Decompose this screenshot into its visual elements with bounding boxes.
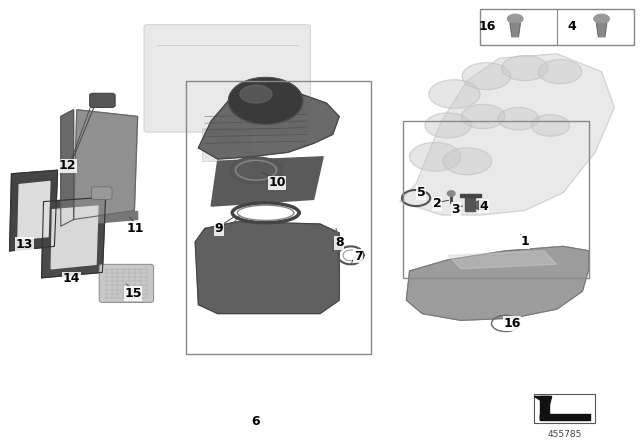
Polygon shape <box>410 142 461 171</box>
Polygon shape <box>211 157 323 206</box>
Text: 1: 1 <box>520 235 529 249</box>
Polygon shape <box>425 113 471 138</box>
Text: 3: 3 <box>451 202 460 216</box>
FancyBboxPatch shape <box>90 93 115 108</box>
Bar <box>202 128 250 161</box>
Polygon shape <box>508 14 523 23</box>
Text: 7: 7 <box>354 250 363 263</box>
Polygon shape <box>10 170 58 251</box>
Polygon shape <box>460 194 481 197</box>
Text: 10: 10 <box>268 176 286 190</box>
Polygon shape <box>596 23 607 37</box>
Text: 16: 16 <box>503 317 521 330</box>
Polygon shape <box>61 110 74 226</box>
Polygon shape <box>502 56 548 81</box>
Polygon shape <box>429 80 480 108</box>
Polygon shape <box>42 197 106 278</box>
Text: 4: 4 <box>479 199 488 213</box>
Polygon shape <box>51 206 98 269</box>
Bar <box>186 81 371 354</box>
Polygon shape <box>538 60 582 84</box>
Polygon shape <box>406 246 589 320</box>
Text: 14: 14 <box>63 272 81 285</box>
Polygon shape <box>540 396 549 420</box>
Polygon shape <box>406 246 589 320</box>
Polygon shape <box>198 90 339 159</box>
Text: 8: 8 <box>335 236 344 250</box>
Polygon shape <box>498 108 539 130</box>
Polygon shape <box>534 396 552 405</box>
FancyBboxPatch shape <box>92 187 112 199</box>
Polygon shape <box>18 181 50 240</box>
FancyBboxPatch shape <box>144 25 310 132</box>
Polygon shape <box>462 63 511 90</box>
Polygon shape <box>400 54 614 215</box>
Bar <box>534 394 595 423</box>
Text: 12: 12 <box>58 159 76 172</box>
Text: 15: 15 <box>124 287 142 300</box>
Polygon shape <box>240 85 272 103</box>
Text: 16: 16 <box>479 20 497 34</box>
Polygon shape <box>594 14 609 23</box>
Text: 5: 5 <box>417 186 426 199</box>
Polygon shape <box>461 104 505 129</box>
Polygon shape <box>475 201 488 210</box>
Polygon shape <box>540 414 590 420</box>
Polygon shape <box>531 115 570 136</box>
Bar <box>480 9 634 45</box>
Polygon shape <box>58 211 138 226</box>
Text: 6: 6 <box>252 414 260 428</box>
Text: 9: 9 <box>214 222 223 235</box>
Bar <box>403 121 589 278</box>
Text: 11: 11 <box>127 222 145 235</box>
Text: 2: 2 <box>433 197 442 211</box>
Polygon shape <box>447 191 455 196</box>
Polygon shape <box>448 251 557 269</box>
Polygon shape <box>195 222 339 314</box>
Polygon shape <box>228 78 303 124</box>
Polygon shape <box>74 110 138 220</box>
Text: 455785: 455785 <box>548 430 582 439</box>
Polygon shape <box>443 148 492 175</box>
Polygon shape <box>465 195 475 211</box>
Polygon shape <box>510 23 520 37</box>
FancyBboxPatch shape <box>99 264 154 302</box>
Text: 13: 13 <box>15 238 33 251</box>
Text: 4: 4 <box>567 20 576 34</box>
